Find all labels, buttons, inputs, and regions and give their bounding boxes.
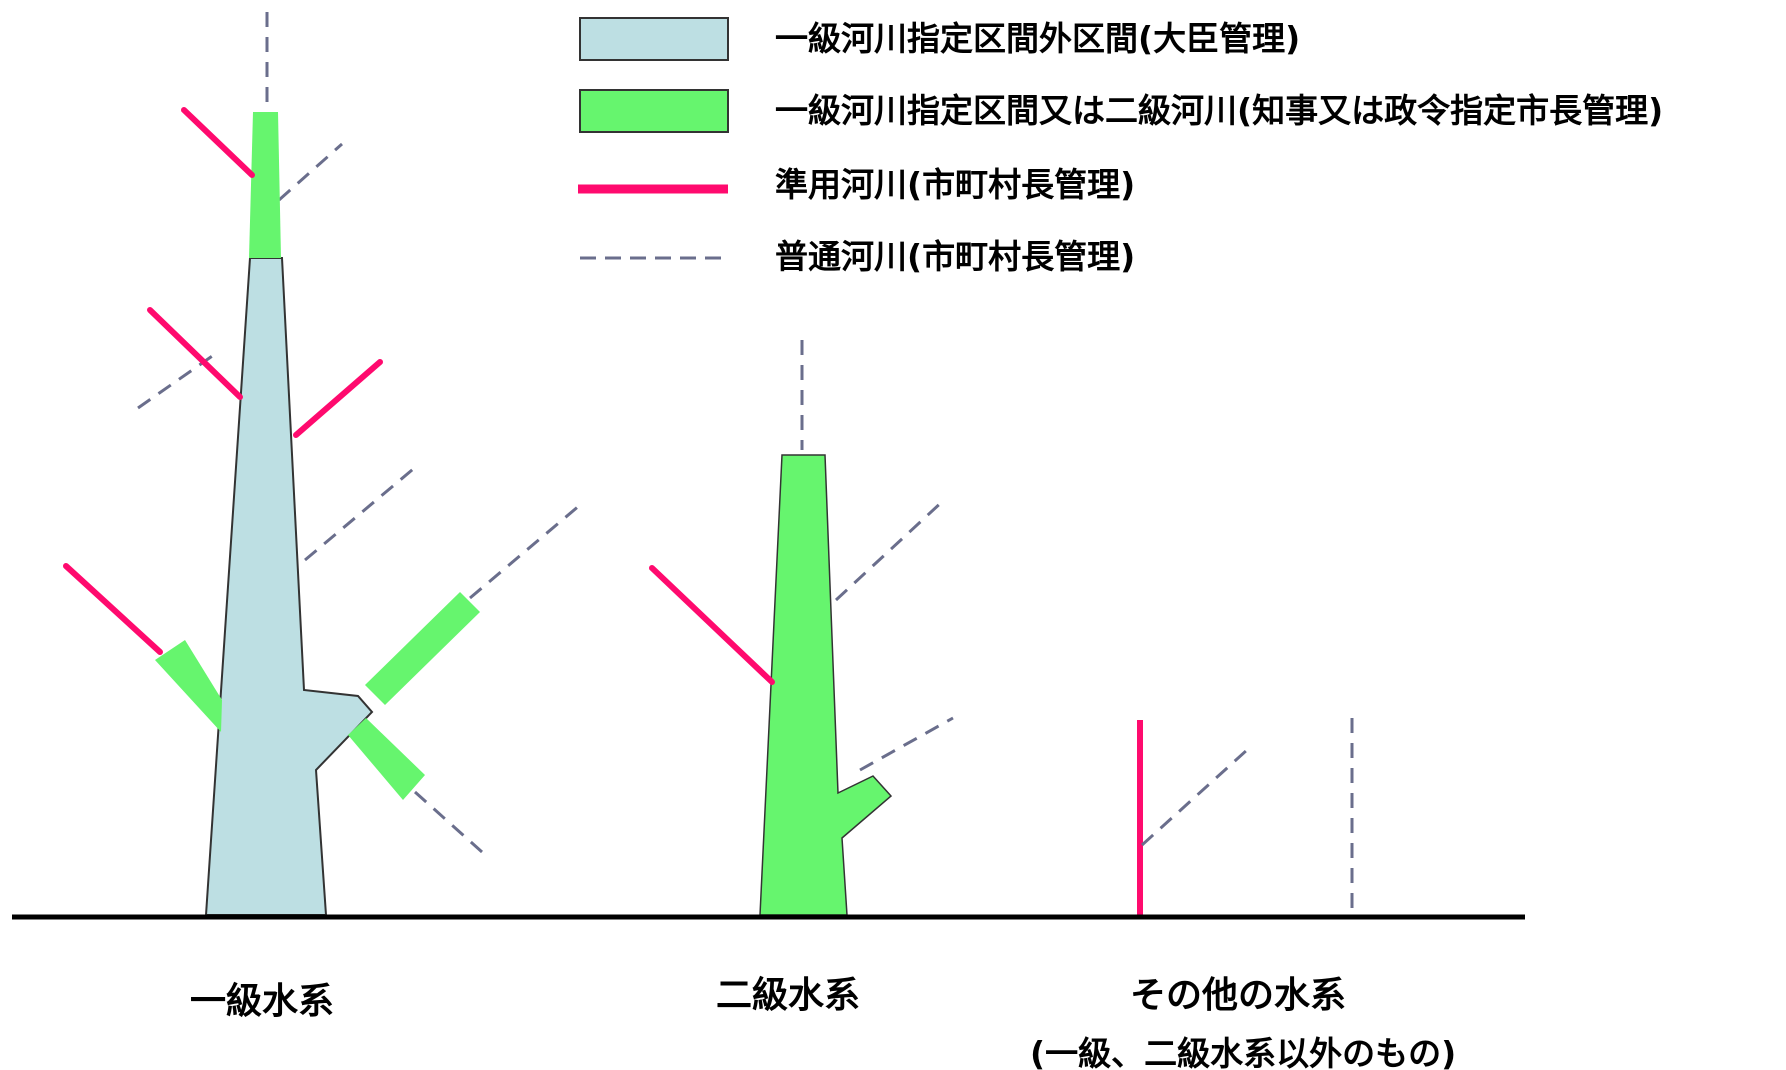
quasi-river-left bbox=[649, 565, 775, 685]
class1-main-trunk bbox=[204, 257, 374, 916]
green-branch-right-lower bbox=[348, 718, 425, 800]
class1-system bbox=[63, 12, 581, 916]
ordinary-river-upper-right bbox=[834, 498, 946, 602]
legend-label-ordinary: 普通河川(市町村長管理) bbox=[775, 237, 1135, 276]
legend-item-ordinary: 普通河川(市町村長管理) bbox=[580, 237, 1135, 276]
label-other-system-note: (一級、二級水系以外のもの) bbox=[1030, 1034, 1456, 1070]
legend-swatch-lightblue bbox=[579, 17, 729, 61]
quasi-river-lower-left bbox=[63, 563, 163, 655]
green-branch-right-upper bbox=[365, 592, 480, 705]
label-class2-system: 二級水系 bbox=[716, 975, 860, 1016]
other-system bbox=[1137, 718, 1354, 915]
ordinary-river-far-right bbox=[469, 503, 581, 600]
ordinary-river-upper-right bbox=[278, 142, 343, 202]
quasi-river-mid-left bbox=[147, 307, 243, 400]
quasi-river-mid-right bbox=[293, 359, 383, 438]
legend-item-quasi: 準用河川(市町村長管理) bbox=[578, 165, 1135, 204]
legend-item-class1-designated: 一級河川指定区間又は二級河川(知事又は政令指定市長管理) bbox=[579, 89, 1663, 133]
class2-main-trunk bbox=[759, 454, 893, 916]
ordinary-river-lower-right bbox=[413, 790, 484, 854]
ordinary-river-lower-right bbox=[859, 716, 954, 772]
class2-ordinary-rivers bbox=[800, 340, 954, 772]
green-trunk-top bbox=[249, 112, 281, 258]
ordinary-river-mid-right bbox=[304, 463, 419, 562]
class2-system bbox=[649, 340, 954, 916]
green-branch-lower-left bbox=[155, 640, 222, 732]
legend-label-class1-designated: 一級河川指定区間又は二級河川(知事又は政令指定市長管理) bbox=[775, 91, 1663, 130]
other-ordinary-river-branch bbox=[1140, 748, 1249, 847]
class1-quasi-rivers bbox=[63, 107, 383, 655]
legend-label-class1-outside: 一級河川指定区間外区間(大臣管理) bbox=[775, 19, 1300, 58]
legend-item-class1-outside: 一級河川指定区間外区間(大臣管理) bbox=[579, 17, 1300, 61]
legend-swatch-green bbox=[579, 89, 729, 133]
quasi-river-top-left bbox=[181, 107, 255, 178]
label-class1-system: 一級水系 bbox=[190, 981, 334, 1022]
label-other-system: その他の水系 bbox=[1130, 975, 1346, 1016]
legend: 一級河川指定区間外区間(大臣管理) 一級河川指定区間又は二級河川(知事又は政令指… bbox=[578, 17, 1663, 276]
class1-designated-sections bbox=[155, 112, 480, 800]
legend-label-quasi: 準用河川(市町村長管理) bbox=[775, 165, 1135, 204]
